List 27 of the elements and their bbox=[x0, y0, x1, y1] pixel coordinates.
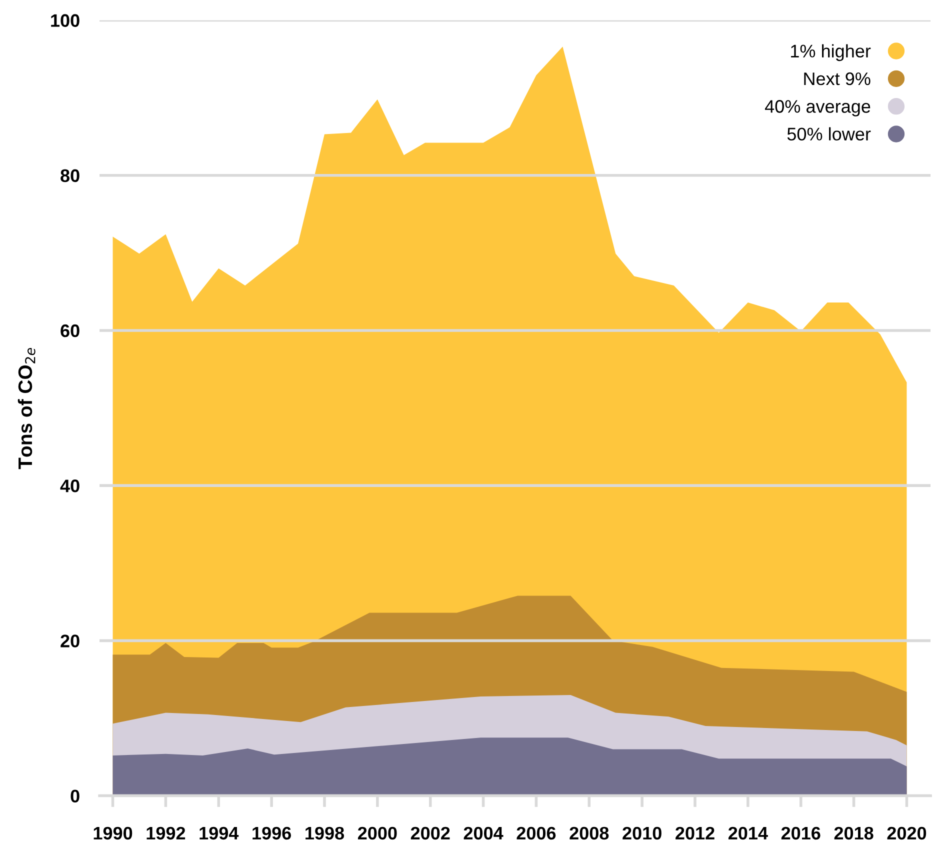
y-tick-label: 40 bbox=[60, 480, 80, 492]
y-tick-label: 20 bbox=[60, 634, 80, 648]
x-tick-label: 2020 bbox=[887, 826, 926, 840]
x-tick-label: 1992 bbox=[146, 826, 186, 840]
x-tick-label: 2002 bbox=[410, 826, 450, 840]
x-tick-label: 2016 bbox=[781, 826, 820, 840]
x-tick-label: 2004 bbox=[464, 826, 504, 840]
y-tick-label: 60 bbox=[60, 324, 80, 338]
x-tick-label: 1998 bbox=[306, 826, 344, 840]
y-axis-title: Tons of CO$_{2e}$ bbox=[18, 348, 36, 470]
y-tick-label: 0 bbox=[70, 790, 80, 803]
x-tick-label: 2012 bbox=[676, 826, 714, 840]
x-tick-label: 2018 bbox=[834, 826, 874, 840]
legend-label: 50% lower bbox=[787, 127, 871, 140]
x-tick-label: 2010 bbox=[622, 826, 662, 840]
x-tick-label: 2008 bbox=[570, 826, 609, 840]
x-tick-label: 2006 bbox=[516, 826, 556, 840]
legend-label: 1% higher bbox=[791, 44, 871, 62]
y-tick-label: 80 bbox=[60, 169, 80, 182]
legend-label: 40% average bbox=[764, 100, 870, 116]
x-tick-label: 1994 bbox=[200, 826, 239, 840]
x-tick-label: 1990 bbox=[94, 826, 132, 840]
x-tick-label: 1996 bbox=[252, 826, 291, 840]
legend-label: Next 9% bbox=[804, 72, 870, 86]
x-tick-label: 2014 bbox=[728, 826, 768, 840]
x-tick-label: 2000 bbox=[358, 826, 397, 840]
y-tick-label: 100 bbox=[51, 14, 80, 27]
